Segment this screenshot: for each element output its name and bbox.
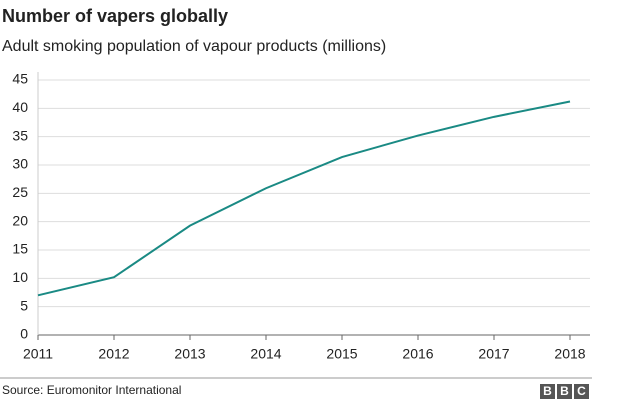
logo-letter: B [560, 384, 569, 398]
x-tick-label: 2013 [174, 346, 205, 362]
chart-subtitle: Adult smoking population of vapour produ… [2, 38, 386, 55]
x-tick-label: 2016 [402, 346, 433, 362]
y-tick-label: 15 [12, 241, 28, 257]
x-tick-label: 2017 [478, 346, 509, 362]
logo-letter: B [543, 384, 552, 398]
y-tick-label: 10 [12, 269, 28, 285]
y-tick-label: 35 [12, 127, 28, 143]
chart-title: Number of vapers globally [2, 6, 228, 26]
logo-box [540, 384, 555, 399]
y-tick-label: 45 [12, 71, 28, 87]
y-tick-label: 0 [20, 326, 28, 342]
y-tick-label: 20 [12, 212, 28, 228]
x-tick-label: 2015 [326, 346, 357, 362]
line [37, 100, 571, 297]
y-tick-label: 30 [12, 156, 28, 172]
x-tick-label: 2014 [250, 346, 281, 362]
logo-letter: C [577, 384, 586, 398]
y-tick-label: 5 [20, 297, 28, 313]
x-tick-label: 2018 [554, 346, 585, 362]
logo-box [557, 384, 572, 399]
logo-box [574, 384, 589, 399]
x-tick-label: 2012 [98, 346, 129, 362]
source: Source: Euromonitor International [2, 383, 181, 397]
x-tick-label: 2011 [23, 346, 53, 362]
y-tick-label: 40 [12, 99, 28, 115]
y-tick-label: 25 [12, 184, 28, 200]
